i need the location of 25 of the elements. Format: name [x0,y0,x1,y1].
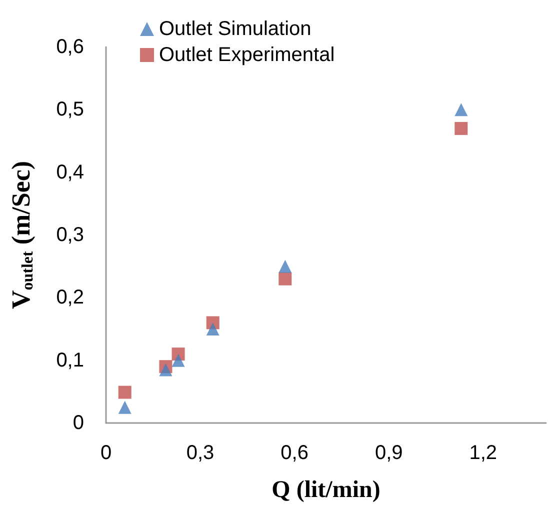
y-tick-label: 0,3 [56,224,84,246]
x-tick-label: 1,2 [469,442,498,464]
y-tick-label: 0,2 [56,286,84,309]
y-tick-label: 0,4 [56,161,84,184]
point [159,363,172,376]
x-axis-title: Q (lit/min) [272,477,380,503]
x-tick-label: 0,9 [374,442,403,464]
x-tick-label: 0,6 [280,442,308,464]
y-tick-label: 0,6 [56,36,84,58]
legend-label: Outlet Simulation [159,18,312,40]
point [454,122,468,135]
point [278,260,292,273]
x-tick-label: 0 [100,442,112,464]
legend-label: Outlet Experimental [159,44,335,66]
point [118,386,132,399]
x-tick-label: 0,3 [186,442,214,464]
y-tick-label: 0 [72,412,84,434]
point [454,103,468,116]
point [278,272,292,286]
point [172,354,185,367]
point [206,322,220,336]
y-axis-title: Voutlet (m/Sec) [6,160,36,310]
y-tick-label: 0,5 [56,98,84,121]
point [118,400,132,414]
y-tick-label: 0,1 [56,349,84,372]
